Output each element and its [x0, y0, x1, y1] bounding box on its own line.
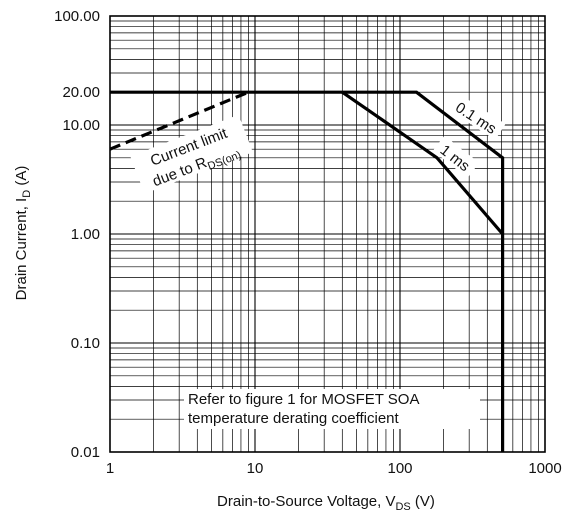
chart-grid [110, 16, 545, 452]
x-tick-label: 1000 [528, 460, 561, 477]
series-line-1 [110, 90, 505, 452]
y-tick-label: 100.00 [54, 8, 100, 25]
x-tick-label: 1 [106, 460, 114, 477]
y-tick-label: 0.10 [71, 335, 100, 352]
series-layer [109, 90, 505, 452]
note-line-2: temperature derating coefficient [188, 410, 400, 427]
y-tick-label: 0.01 [71, 444, 100, 461]
current-limit-annotation: Current limit due to RDS(on) [130, 114, 253, 194]
note-line-1: Refer to figure 1 for MOSFET SOA [188, 391, 419, 408]
y-tick-label: 10.00 [62, 117, 100, 134]
x-axis-title: Drain-to-Source Voltage, VDS (V) [217, 493, 435, 512]
x-tick-label: 10 [247, 460, 264, 477]
x-tick-label: 100 [387, 460, 412, 477]
y-tick-label: 1.00 [71, 226, 100, 243]
y-axis-title: Drain Current, ID (A) [13, 166, 33, 301]
derating-note: Refer to figure 1 for MOSFET SOA tempera… [184, 389, 480, 429]
series-line-2 [341, 90, 504, 236]
curve-01ms-annotation: 0.1 ms [448, 93, 506, 140]
series-line-3-dashed [109, 90, 250, 151]
y-tick-label: 20.00 [62, 84, 100, 101]
plot-frame [109, 15, 546, 453]
x-axis-ticks: 1 10 100 1000 [106, 460, 562, 477]
y-axis-ticks: 100.00 20.00 10.00 1.00 0.10 0.01 [54, 8, 100, 461]
